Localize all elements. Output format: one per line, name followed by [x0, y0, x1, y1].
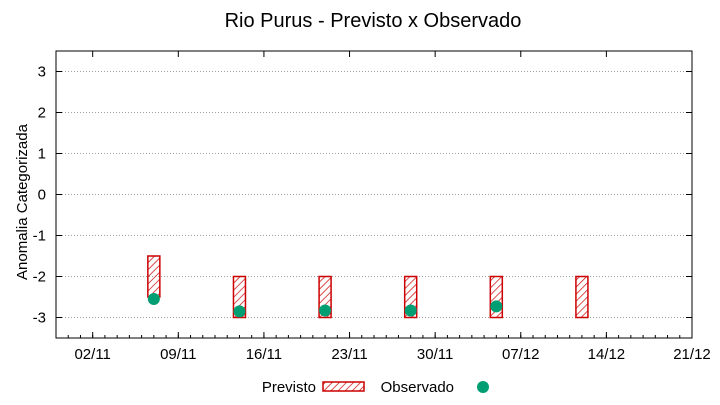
data-marks — [147, 255, 589, 319]
axis-ticks: -3 -2 -1 0 1 2 3 02/11 09/11 16/11 23/11 30/11 07/12… — [33, 51, 711, 363]
legend-swatch-previsto — [322, 381, 365, 392]
y-axis-label: Anomalia Categorizada — [14, 123, 31, 280]
y-tick-label: -2 — [33, 269, 46, 286]
legend-label-previsto: Previsto — [262, 379, 316, 396]
y-tick-label: 3 — [38, 64, 46, 81]
legend: Previsto Observado — [262, 379, 489, 396]
legend-label-observado: Observado — [381, 379, 454, 396]
grid-lines — [56, 71, 692, 318]
x-tick-label: 14/12 — [588, 346, 626, 363]
x-tick-label: 30/11 — [417, 346, 453, 363]
previsto-range-bar — [147, 255, 161, 298]
observado-point — [147, 293, 160, 306]
x-tick-label: 02/11 — [74, 346, 110, 363]
observado-point — [233, 305, 246, 318]
x-tick-label: 21/12 — [673, 346, 711, 363]
chart-title: Rio Purus - Previsto x Observado — [225, 10, 522, 32]
previsto-range-bar — [575, 275, 589, 319]
x-tick-label: 07/12 — [502, 346, 540, 363]
y-tick-label: -1 — [33, 228, 46, 245]
observado-point — [490, 300, 503, 313]
x-tick-label: 16/11 — [246, 346, 282, 363]
x-tick-label: 23/11 — [331, 346, 367, 363]
y-tick-label: 1 — [38, 146, 46, 163]
observado-point — [319, 304, 332, 317]
y-tick-label: 0 — [38, 187, 46, 204]
y-tick-label: -3 — [33, 310, 46, 327]
x-tick-label: 09/11 — [160, 346, 196, 363]
observado-point — [404, 304, 417, 317]
legend-swatch-observado — [477, 381, 489, 393]
y-tick-label: 2 — [38, 105, 46, 122]
